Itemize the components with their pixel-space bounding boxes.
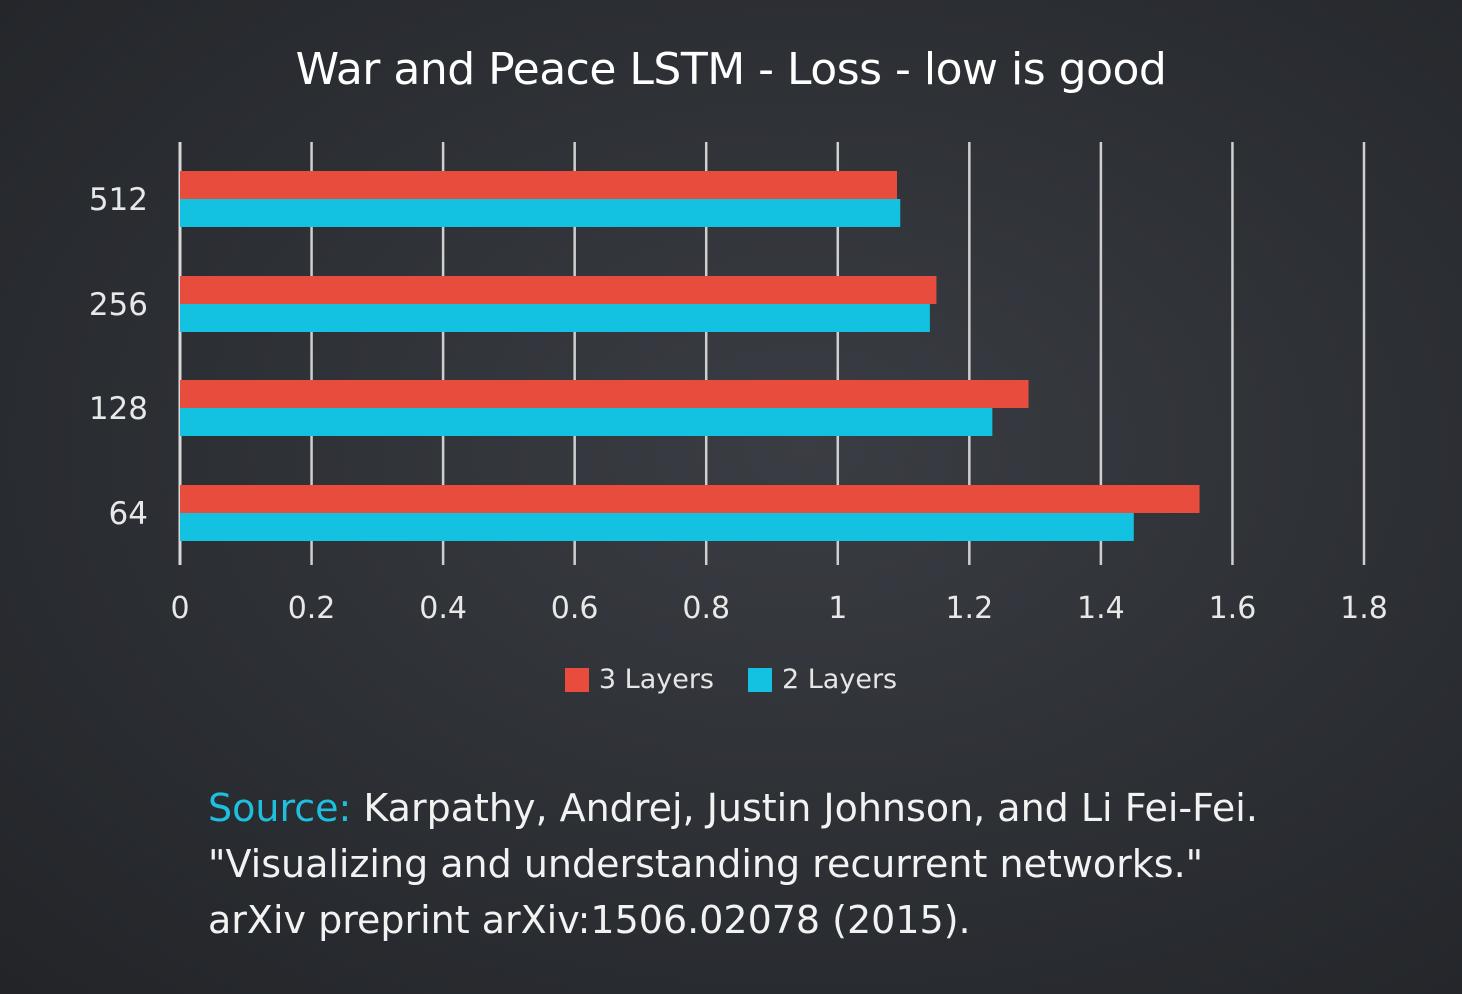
- citation-authors: Karpathy, Andrej, Justin Johnson, and Li…: [351, 786, 1258, 830]
- x-tick-label-1.4: 1.4: [1077, 591, 1125, 626]
- citation-line-3: arXiv preprint arXiv:1506.02078 (2015).: [208, 898, 971, 942]
- bar-3-layers-128: [180, 380, 1029, 408]
- bar-2-layers-256: [180, 304, 930, 332]
- x-axis-labels: 0 0.2 0.4 0.6 0.8 1 1.2 1.4 1.6 1.8: [170, 591, 1387, 626]
- citation-line-1: Source: Karpathy, Andrej, Justin Johnson…: [208, 780, 1408, 836]
- y-tick-label-64: 64: [109, 496, 148, 532]
- x-tick-label-0: 0: [170, 591, 189, 626]
- y-axis-labels: 512 256 128 64: [89, 182, 148, 532]
- x-tick-label-0.2: 0.2: [288, 591, 336, 626]
- chart-title: War and Peace LSTM - Loss - low is good: [295, 44, 1167, 95]
- legend: 3 Layers 2 Layers: [0, 664, 1462, 695]
- source-label: Source:: [208, 786, 352, 830]
- source-citation: Source: Karpathy, Andrej, Justin Johnson…: [208, 780, 1408, 948]
- bar-2-layers-128: [180, 408, 993, 436]
- bar-3-layers-512: [180, 171, 897, 199]
- legend-label-3-layers: 3 Layers: [598, 664, 714, 695]
- y-tick-label-512: 512: [89, 182, 148, 218]
- legend-swatch-2-layers: [748, 667, 772, 692]
- legend-swatch-3-layers: [564, 667, 589, 692]
- y-tick-label-128: 128: [89, 391, 148, 427]
- x-tick-label-1.8: 1.8: [1340, 591, 1388, 626]
- bar-3-layers-256: [180, 276, 937, 304]
- legend-item-2-layers: 2 Layers: [748, 664, 897, 695]
- x-tick-label-0.8: 0.8: [682, 591, 730, 626]
- legend-label-2-layers: 2 Layers: [782, 664, 898, 695]
- x-tick-label-1.2: 1.2: [945, 591, 993, 626]
- bars: [180, 171, 1200, 541]
- bar-2-layers-512: [180, 199, 901, 227]
- x-tick-label-1.6: 1.6: [1209, 591, 1257, 626]
- citation-line-2: "Visualizing and understanding recurrent…: [208, 842, 1204, 886]
- bar-3-layers-64: [180, 485, 1200, 513]
- legend-item-3-layers: 3 Layers: [564, 664, 714, 695]
- x-tick-label-1: 1: [828, 591, 847, 626]
- bar-2-layers-64: [180, 513, 1134, 541]
- x-tick-label-0.6: 0.6: [551, 591, 599, 626]
- x-tick-label-0.4: 0.4: [419, 591, 467, 626]
- y-tick-label-256: 256: [89, 287, 148, 323]
